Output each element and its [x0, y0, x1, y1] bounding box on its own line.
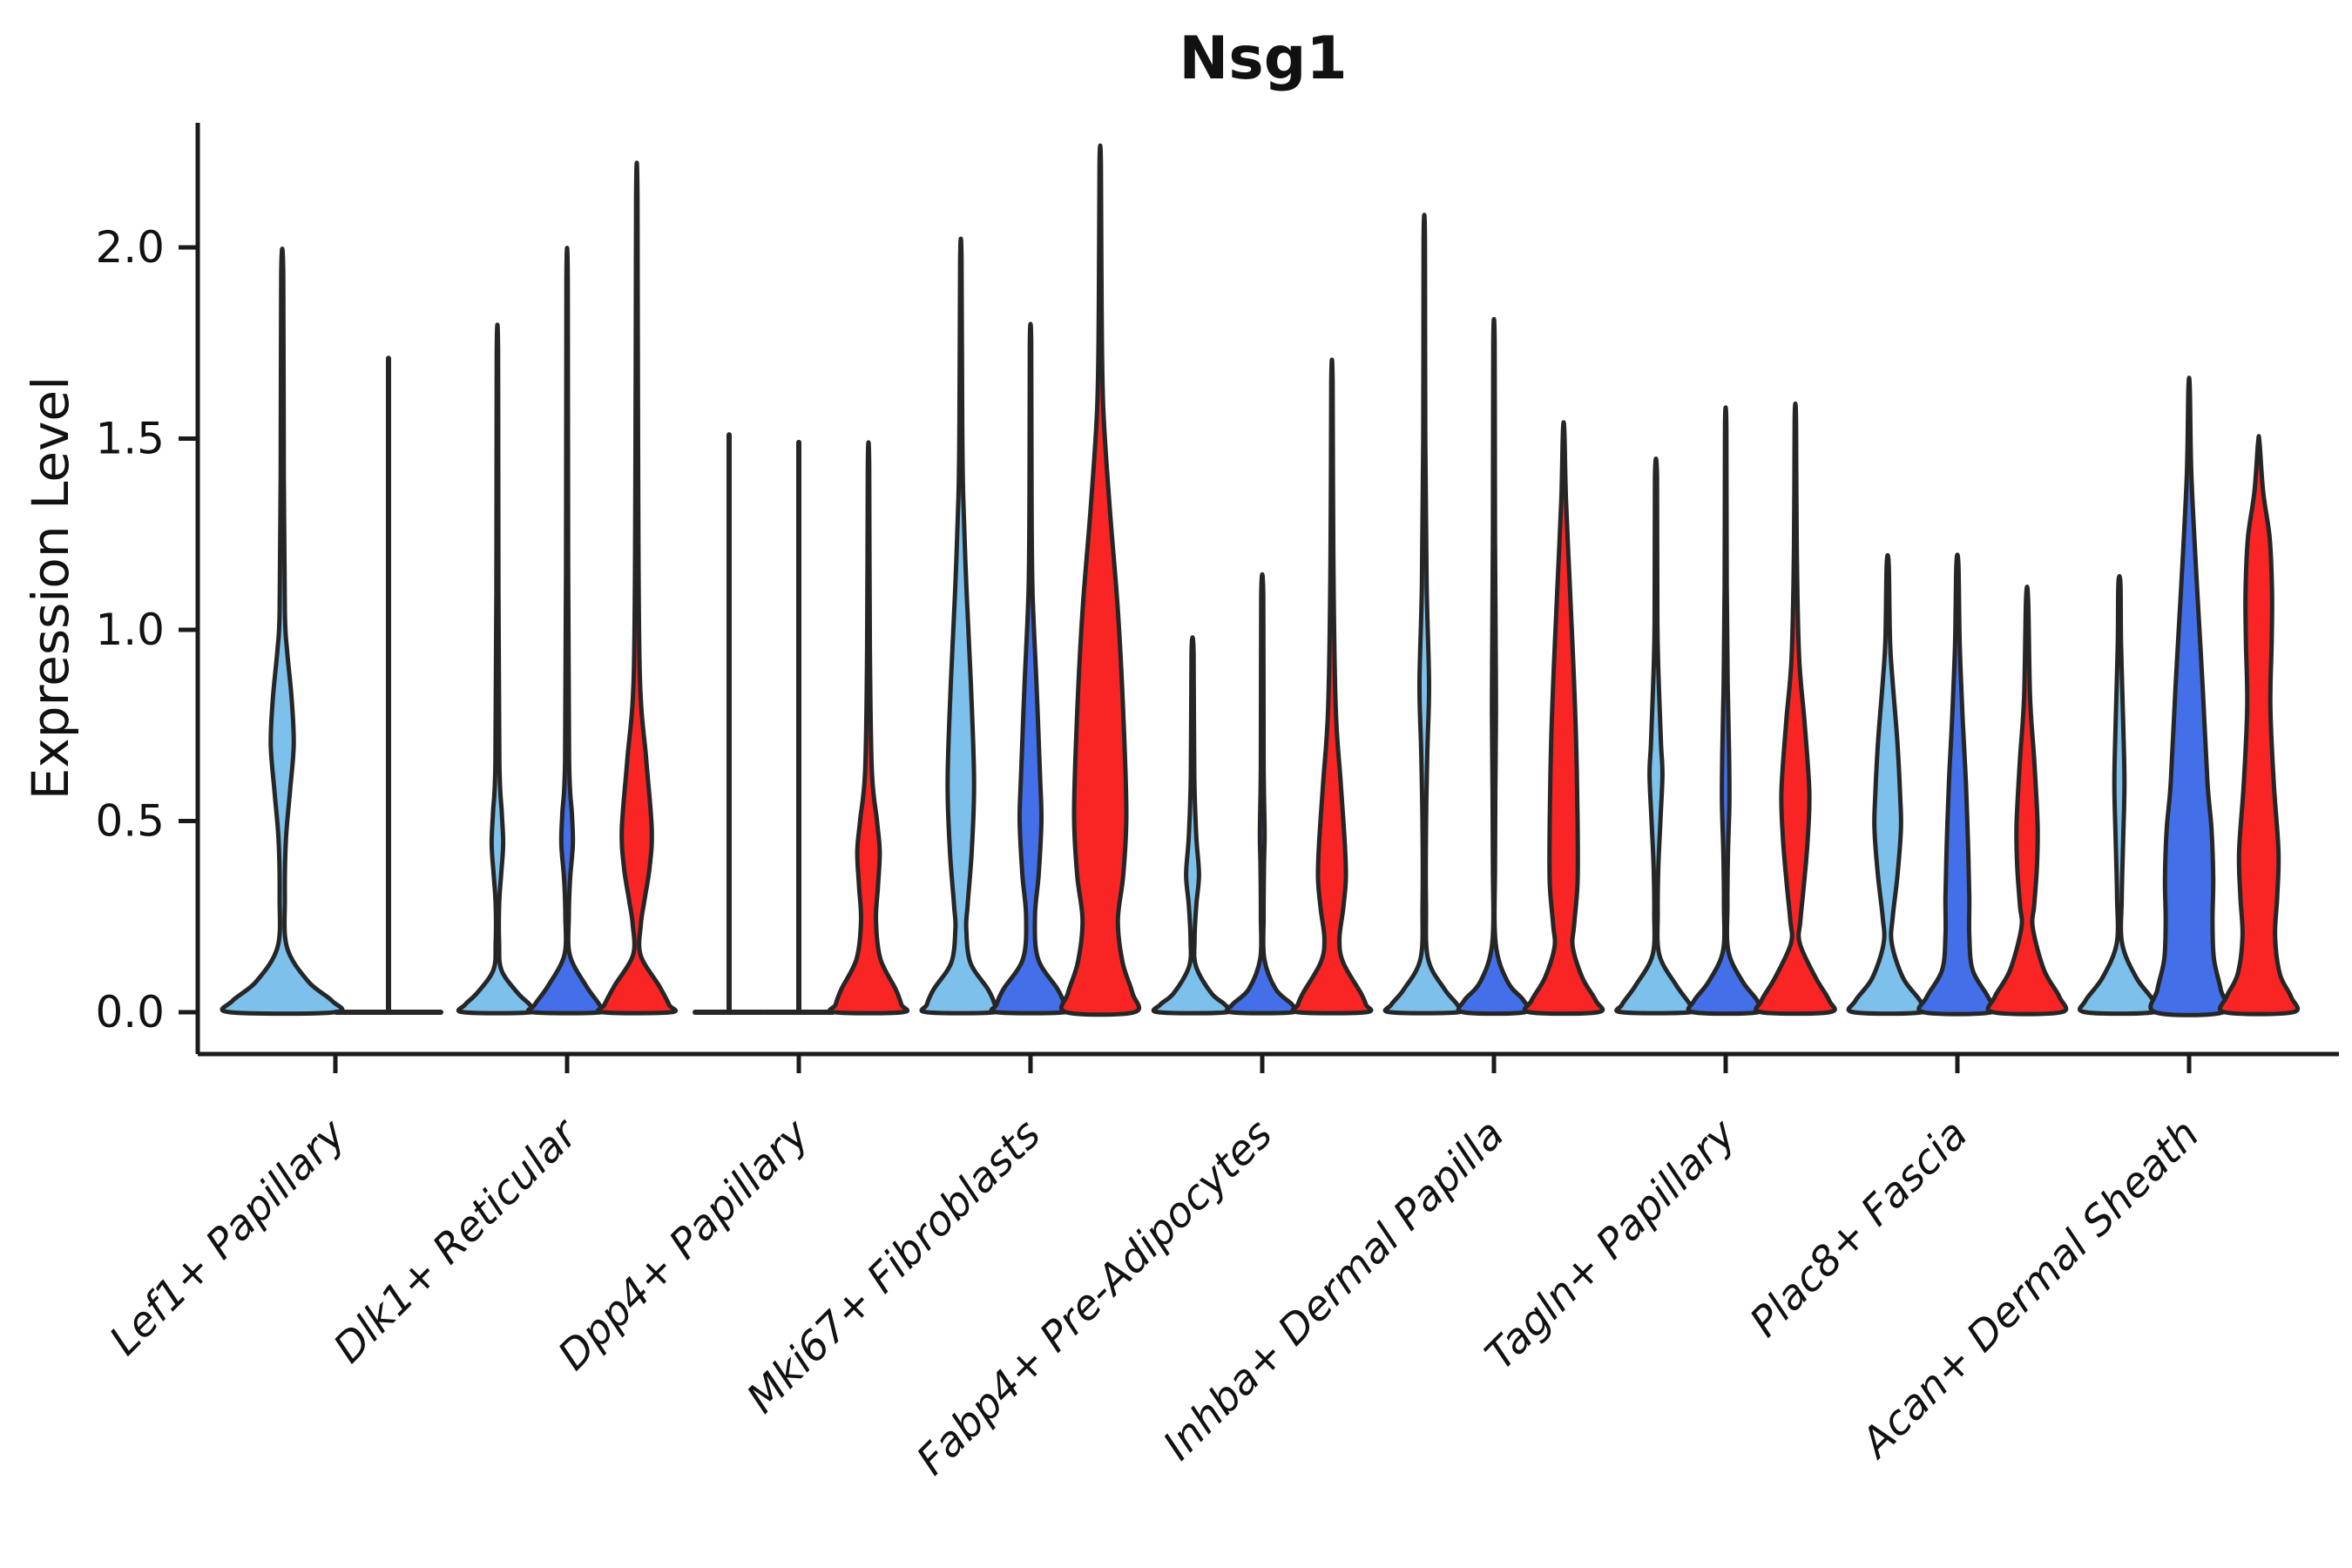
violin-Fabp4+ Pre-Adipocytes-blue	[1224, 572, 1301, 1016]
violin-Tagln+ Papillary-light_blue	[1614, 456, 1698, 1016]
violin-Dlk1+ Reticular-red	[595, 160, 679, 1016]
violin-Dpp4+ Papillary-red	[827, 440, 910, 1016]
x-tick-label-Lef1+ Papillary: Lef1+ Papillary	[100, 1110, 355, 1365]
violin-Inhba+ Dermal Papilla-light_blue	[1382, 213, 1466, 1016]
y-tick-label: 1.5	[95, 414, 165, 464]
violin-Plac8+ Fascia-light_blue	[1846, 552, 1930, 1017]
violins-layer	[220, 143, 2301, 1017]
y-tick-label: 2.0	[95, 222, 165, 273]
violin-Dlk1+ Reticular-light_blue	[456, 322, 539, 1016]
violin-Lef1+ Papillary-light_blue	[220, 247, 345, 1017]
x-tick-label-Plac8+ Fascia: Plac8+ Fascia	[1740, 1111, 1977, 1347]
x-tick-label-Dlk1+ Reticular: Dlk1+ Reticular	[325, 1109, 589, 1373]
y-tick-label: 1.0	[95, 605, 165, 655]
violin-Mki67+ Fibroblasts-light_blue	[919, 236, 1003, 1016]
violin-Tagln+ Papillary-blue	[1686, 405, 1766, 1017]
violin-Plac8+ Fascia-blue	[1916, 552, 1998, 1017]
y-tick-label: 0.5	[95, 796, 165, 847]
violin-Fabp4+ Pre-Adipocytes-light_blue	[1151, 635, 1234, 1016]
x-tick-label-Tagln+ Papillary: Tagln+ Papillary	[1477, 1110, 1747, 1380]
x-tick-label-Dpp4+ Papillary: Dpp4+ Papillary	[549, 1110, 819, 1380]
violin-Tagln+ Papillary-red	[1754, 401, 1837, 1017]
chart-title: Nsg1	[1179, 24, 1347, 93]
violin-Acan+ Dermal Sheath-light_blue	[2077, 574, 2162, 1017]
violin-Fabp4+ Pre-Adipocytes-red	[1290, 357, 1374, 1016]
violin-Inhba+ Dermal Papilla-blue	[1456, 317, 1532, 1017]
y-axis-label: Expression Level	[21, 376, 80, 800]
violin-Inhba+ Dermal Papilla-red	[1522, 420, 1605, 1017]
violin-Mki67+ Fibroblasts-blue	[989, 321, 1072, 1016]
y-tick-label: 0.0	[95, 987, 165, 1037]
violin-Acan+ Dermal Sheath-blue	[2148, 375, 2230, 1017]
violin-Acan+ Dermal Sheath-red	[2217, 434, 2301, 1017]
violin-Plac8+ Fascia-red	[1985, 585, 2069, 1017]
violin-Dlk1+ Reticular-blue	[525, 246, 609, 1016]
violin-Mki67+ Fibroblasts-red	[1058, 143, 1142, 1017]
